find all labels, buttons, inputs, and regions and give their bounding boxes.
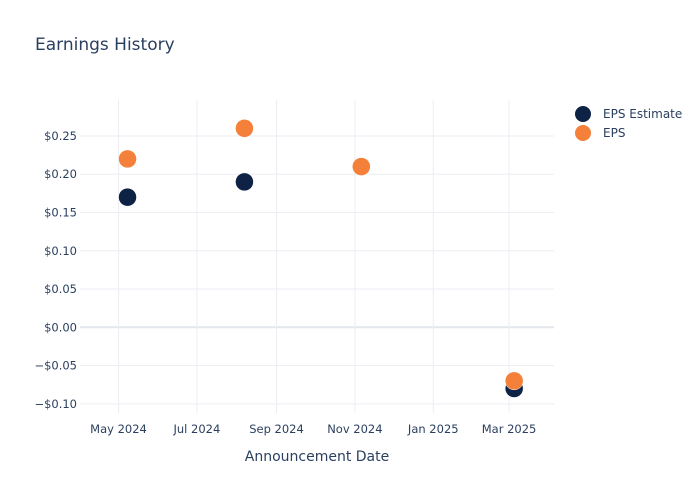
x-tick-label: May 2024 [90,422,147,436]
x-axis-ticks: May 2024 Jul 2024 Sep 2024 Nov 2024 Jan 2025… [90,422,536,436]
y-tick-label: −$0.10 [34,397,77,411]
x-tick-label: Jul 2024 [172,422,220,436]
legend-item-eps[interactable]: EPS [575,125,625,141]
y-tick-label: $0.25 [44,129,77,143]
x-tick-label: Jan 2025 [407,422,459,436]
legend[interactable]: EPS Estimate EPS [575,106,682,141]
eps-point[interactable] [352,157,371,176]
x-tick-label: Nov 2024 [327,422,382,436]
grid-lines [80,100,554,413]
series-eps[interactable] [118,119,524,391]
x-tick-label: Mar 2025 [482,422,537,436]
data-points[interactable] [118,119,524,398]
eps-point[interactable] [235,119,254,138]
legend-item-eps-estimate[interactable]: EPS Estimate [575,106,682,122]
chart-title: Earnings History [35,35,175,55]
series-eps-estimate[interactable] [118,157,524,398]
legend-marker [575,125,591,141]
x-axis-title: Announcement Date [245,449,389,465]
y-tick-label: $0.10 [44,244,77,258]
y-tick-label: −$0.05 [34,359,77,373]
y-tick-label: $0.00 [44,320,77,334]
eps-point[interactable] [504,371,524,391]
y-tick-label: $0.05 [44,282,77,296]
legend-label: EPS Estimate [603,107,682,121]
y-tick-label: $0.20 [44,167,77,181]
y-axis-ticks: $0.25 $0.20 $0.15 $0.10 $0.05 $0.00 −$0.05 −$0.… [34,129,77,411]
eps-point[interactable] [118,149,137,169]
eps-estimate-point[interactable] [235,172,254,192]
x-tick-label: Sep 2024 [249,422,304,436]
legend-label: EPS [603,126,625,140]
eps-estimate-point[interactable] [118,187,137,207]
legend-marker [575,106,591,122]
y-tick-label: $0.15 [44,205,77,219]
